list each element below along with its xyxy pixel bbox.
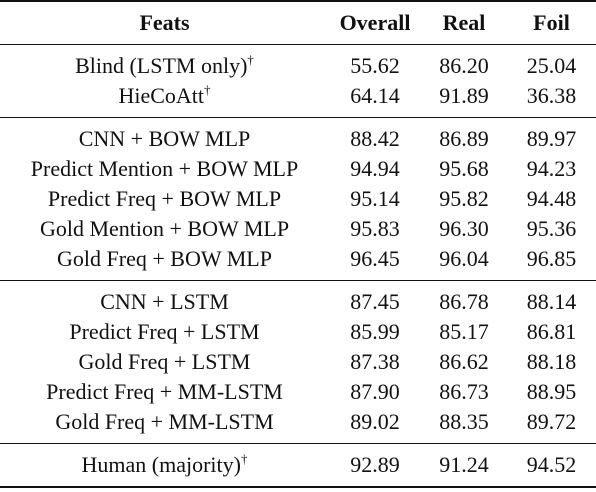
cell-feat: CNN + LSTM xyxy=(0,280,329,317)
table-row: Gold Freq + MM-LSTM 89.02 88.35 89.72 xyxy=(0,407,596,444)
cell-real: 86.62 xyxy=(439,349,489,374)
cell-overall: 64.14 xyxy=(350,83,400,108)
feat-label: Blind (LSTM only) xyxy=(75,53,248,78)
dagger-mark: † xyxy=(204,82,211,97)
row-group: Human (majority)† 92.89 91.24 94.52 xyxy=(0,443,596,488)
cell-foil: 89.72 xyxy=(526,409,577,434)
feat-label: Gold Freq + LSTM xyxy=(78,349,251,374)
feat-label: CNN + BOW MLP xyxy=(78,126,251,151)
cell-feat: Gold Freq + LSTM xyxy=(0,347,329,377)
feat-label: Human (majority) xyxy=(81,452,241,477)
table-row: Blind (LSTM only)† 55.62 86.20 25.04 xyxy=(0,45,596,82)
cell-overall: 95.14 xyxy=(350,186,400,211)
cell-feat: HieCoAtt† xyxy=(0,81,329,118)
cell-feat: Gold Freq + MM-LSTM xyxy=(0,407,329,444)
cell-overall: 87.38 xyxy=(350,349,400,374)
row-group: CNN + BOW MLP 88.42 86.89 89.97 Predict Ment… xyxy=(0,117,596,281)
cell-overall: 87.90 xyxy=(350,379,400,404)
cell-overall: 96.45 xyxy=(350,246,400,271)
feat-label: HieCoAtt xyxy=(118,83,205,108)
table-row: HieCoAtt† 64.14 91.89 36.38 xyxy=(0,81,596,118)
cell-real: 86.73 xyxy=(439,379,489,404)
cell-feat: CNN + BOW MLP xyxy=(0,117,329,154)
cell-overall: 94.94 xyxy=(350,156,400,181)
header-foil: Foil xyxy=(507,0,596,45)
cell-foil: 95.36 xyxy=(526,216,577,241)
cell-foil: 88.95 xyxy=(526,379,577,404)
table-row: CNN + LSTM 87.45 86.78 88.14 xyxy=(0,280,596,317)
cell-overall: 92.89 xyxy=(329,443,421,488)
cell-overall: 85.99 xyxy=(350,319,400,344)
feat-label: Predict Freq + LSTM xyxy=(69,319,260,344)
cell-real: 86.20 xyxy=(439,53,489,78)
cell-feat: Predict Mention + BOW MLP xyxy=(0,154,329,184)
cell-foil: 94.48 xyxy=(526,186,577,211)
cell-foil: 86.81 xyxy=(526,319,577,344)
cell-overall: 89.02 xyxy=(350,409,400,434)
cell-feat: Gold Mention + BOW MLP xyxy=(0,214,329,244)
cell-foil: 94.52 xyxy=(507,443,596,488)
dagger-mark: † xyxy=(240,451,248,466)
feat-label: Predict Mention + BOW MLP xyxy=(30,156,299,181)
cell-foil: 88.14 xyxy=(507,280,596,317)
header-real: Real xyxy=(421,0,507,45)
row-group: CNN + LSTM 87.45 86.78 88.14 Predict Freq + … xyxy=(0,280,596,444)
table-row: Gold Freq + LSTM 87.38 86.62 88.18 xyxy=(0,347,596,377)
dagger-mark: † xyxy=(247,52,254,67)
cell-feat: Predict Freq + LSTM xyxy=(0,317,329,347)
cell-real: 86.89 xyxy=(421,117,507,154)
row-group: Blind (LSTM only)† 55.62 86.20 25.04 HieCoAt… xyxy=(0,45,596,118)
cell-foil: 94.23 xyxy=(526,156,577,181)
cell-foil: 36.38 xyxy=(526,83,577,108)
feat-label: Gold Freq + BOW MLP xyxy=(57,246,272,271)
cell-real: 85.17 xyxy=(439,319,489,344)
table-header: Feats Overall Real Foil xyxy=(0,0,596,45)
cell-feat: Blind (LSTM only)† xyxy=(0,45,329,82)
table-row: Predict Freq + LSTM 85.99 85.17 86.81 xyxy=(0,317,596,347)
cell-real: 95.68 xyxy=(439,156,489,181)
cell-overall: 87.45 xyxy=(329,280,421,317)
cell-real: 86.78 xyxy=(421,280,507,317)
table-row: CNN + BOW MLP 88.42 86.89 89.97 xyxy=(0,117,596,154)
table-row: Gold Freq + BOW MLP 96.45 96.04 96.85 xyxy=(0,244,596,281)
feat-label: CNN + LSTM xyxy=(100,289,229,314)
cell-real: 88.35 xyxy=(439,409,489,434)
cell-real: 91.89 xyxy=(439,83,489,108)
table-row: Human (majority)† 92.89 91.24 94.52 xyxy=(0,443,596,488)
table-row: Gold Mention + BOW MLP 95.83 96.30 95.36 xyxy=(0,214,596,244)
cell-foil: 96.85 xyxy=(526,246,577,271)
table-row: Predict Mention + BOW MLP 94.94 95.68 94.23 xyxy=(0,154,596,184)
cell-feat: Gold Freq + BOW MLP xyxy=(0,244,329,281)
header-overall: Overall xyxy=(329,0,421,45)
cell-real: 96.30 xyxy=(439,216,489,241)
cell-foil: 89.97 xyxy=(507,117,596,154)
cell-foil: 25.04 xyxy=(526,53,577,78)
cell-overall: 55.62 xyxy=(350,53,400,78)
cell-feat: Predict Freq + BOW MLP xyxy=(0,184,329,214)
header-row: Feats Overall Real Foil xyxy=(0,0,596,45)
cell-overall: 88.42 xyxy=(329,117,421,154)
cell-real: 96.04 xyxy=(439,246,489,271)
feat-label: Gold Freq + MM-LSTM xyxy=(55,409,274,434)
cell-real: 91.24 xyxy=(421,443,507,488)
header-feats: Feats xyxy=(0,0,329,45)
cell-foil: 88.18 xyxy=(526,349,577,374)
feat-label: Gold Mention + BOW MLP xyxy=(39,216,290,241)
cell-overall: 95.83 xyxy=(350,216,400,241)
feat-label: Predict Freq + BOW MLP xyxy=(47,186,282,211)
cell-feat: Human (majority)† xyxy=(0,443,329,488)
table-row: Predict Freq + BOW MLP 95.14 95.82 94.48 xyxy=(0,184,596,214)
feat-label: Predict Freq + MM-LSTM xyxy=(46,379,283,404)
table-row: Predict Freq + MM-LSTM 87.90 86.73 88.95 xyxy=(0,377,596,407)
cell-feat: Predict Freq + MM-LSTM xyxy=(0,377,329,407)
cell-real: 95.82 xyxy=(439,186,489,211)
